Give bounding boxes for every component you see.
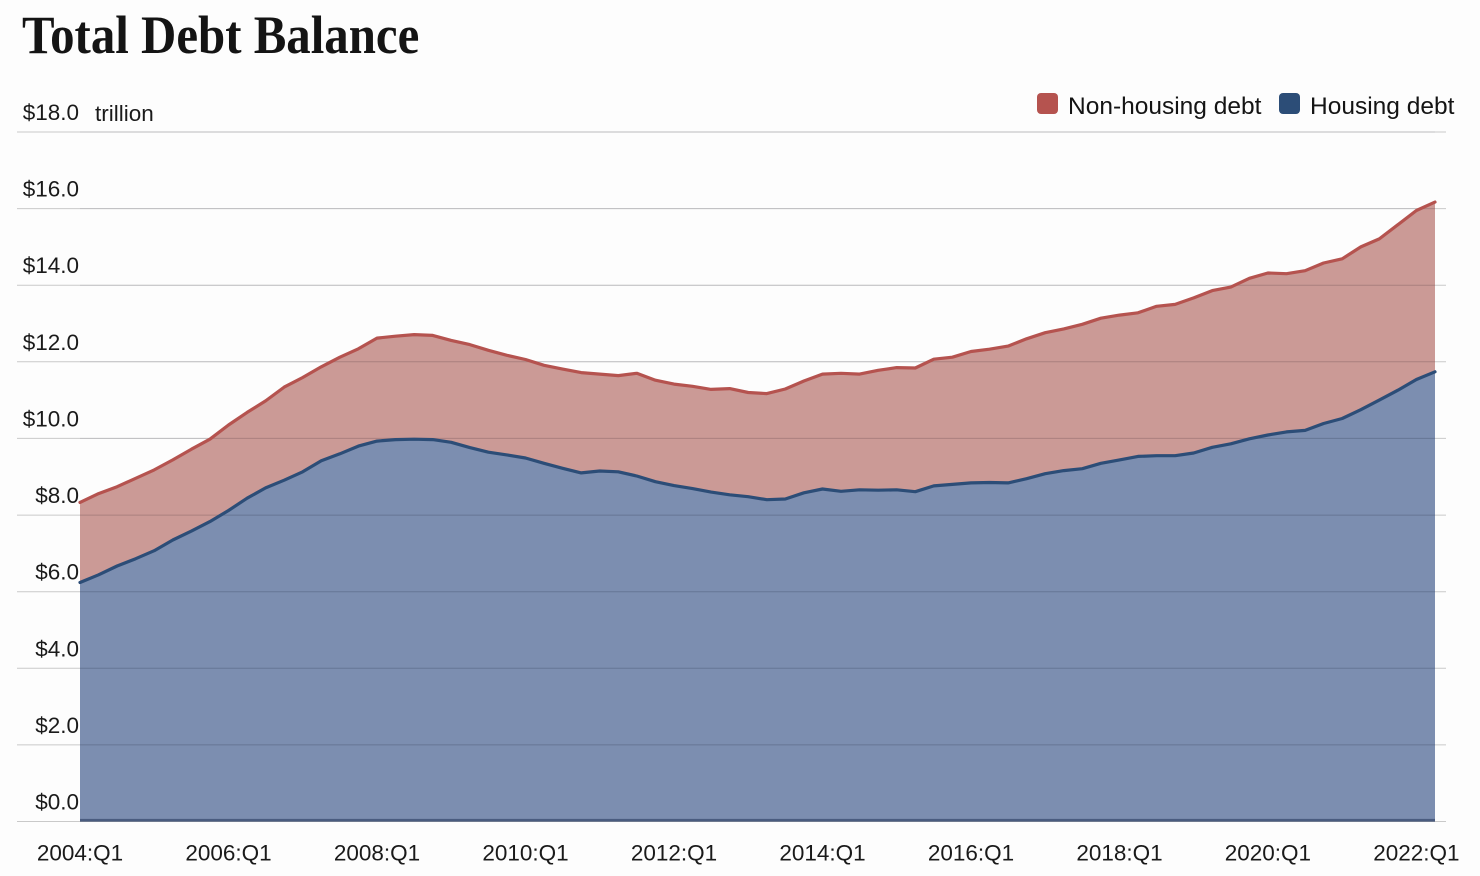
svg-text:$8.0: $8.0 [35,483,79,508]
svg-text:$4.0: $4.0 [35,636,79,661]
svg-text:$0.0: $0.0 [35,790,79,815]
svg-text:2016:Q1: 2016:Q1 [928,841,1014,866]
svg-text:$18.0: $18.0 [23,100,79,125]
svg-text:2020:Q1: 2020:Q1 [1225,841,1311,866]
svg-text:2010:Q1: 2010:Q1 [482,841,568,866]
svg-text:2022:Q1: 2022:Q1 [1373,841,1459,866]
svg-text:2006:Q1: 2006:Q1 [185,841,271,866]
svg-text:2018:Q1: 2018:Q1 [1076,841,1162,866]
svg-text:2014:Q1: 2014:Q1 [779,841,865,866]
svg-text:trillion: trillion [95,101,154,126]
svg-text:$10.0: $10.0 [23,406,79,431]
svg-text:$2.0: $2.0 [35,713,79,738]
svg-text:Housing debt: Housing debt [1310,93,1455,120]
svg-text:2012:Q1: 2012:Q1 [631,841,717,866]
svg-text:$14.0: $14.0 [23,253,79,278]
svg-text:$6.0: $6.0 [35,560,79,585]
svg-text:2004:Q1: 2004:Q1 [37,841,123,866]
svg-text:Non-housing debt: Non-housing debt [1068,93,1262,120]
svg-text:2008:Q1: 2008:Q1 [334,841,420,866]
svg-text:$12.0: $12.0 [23,330,79,355]
svg-text:$16.0: $16.0 [23,177,79,202]
